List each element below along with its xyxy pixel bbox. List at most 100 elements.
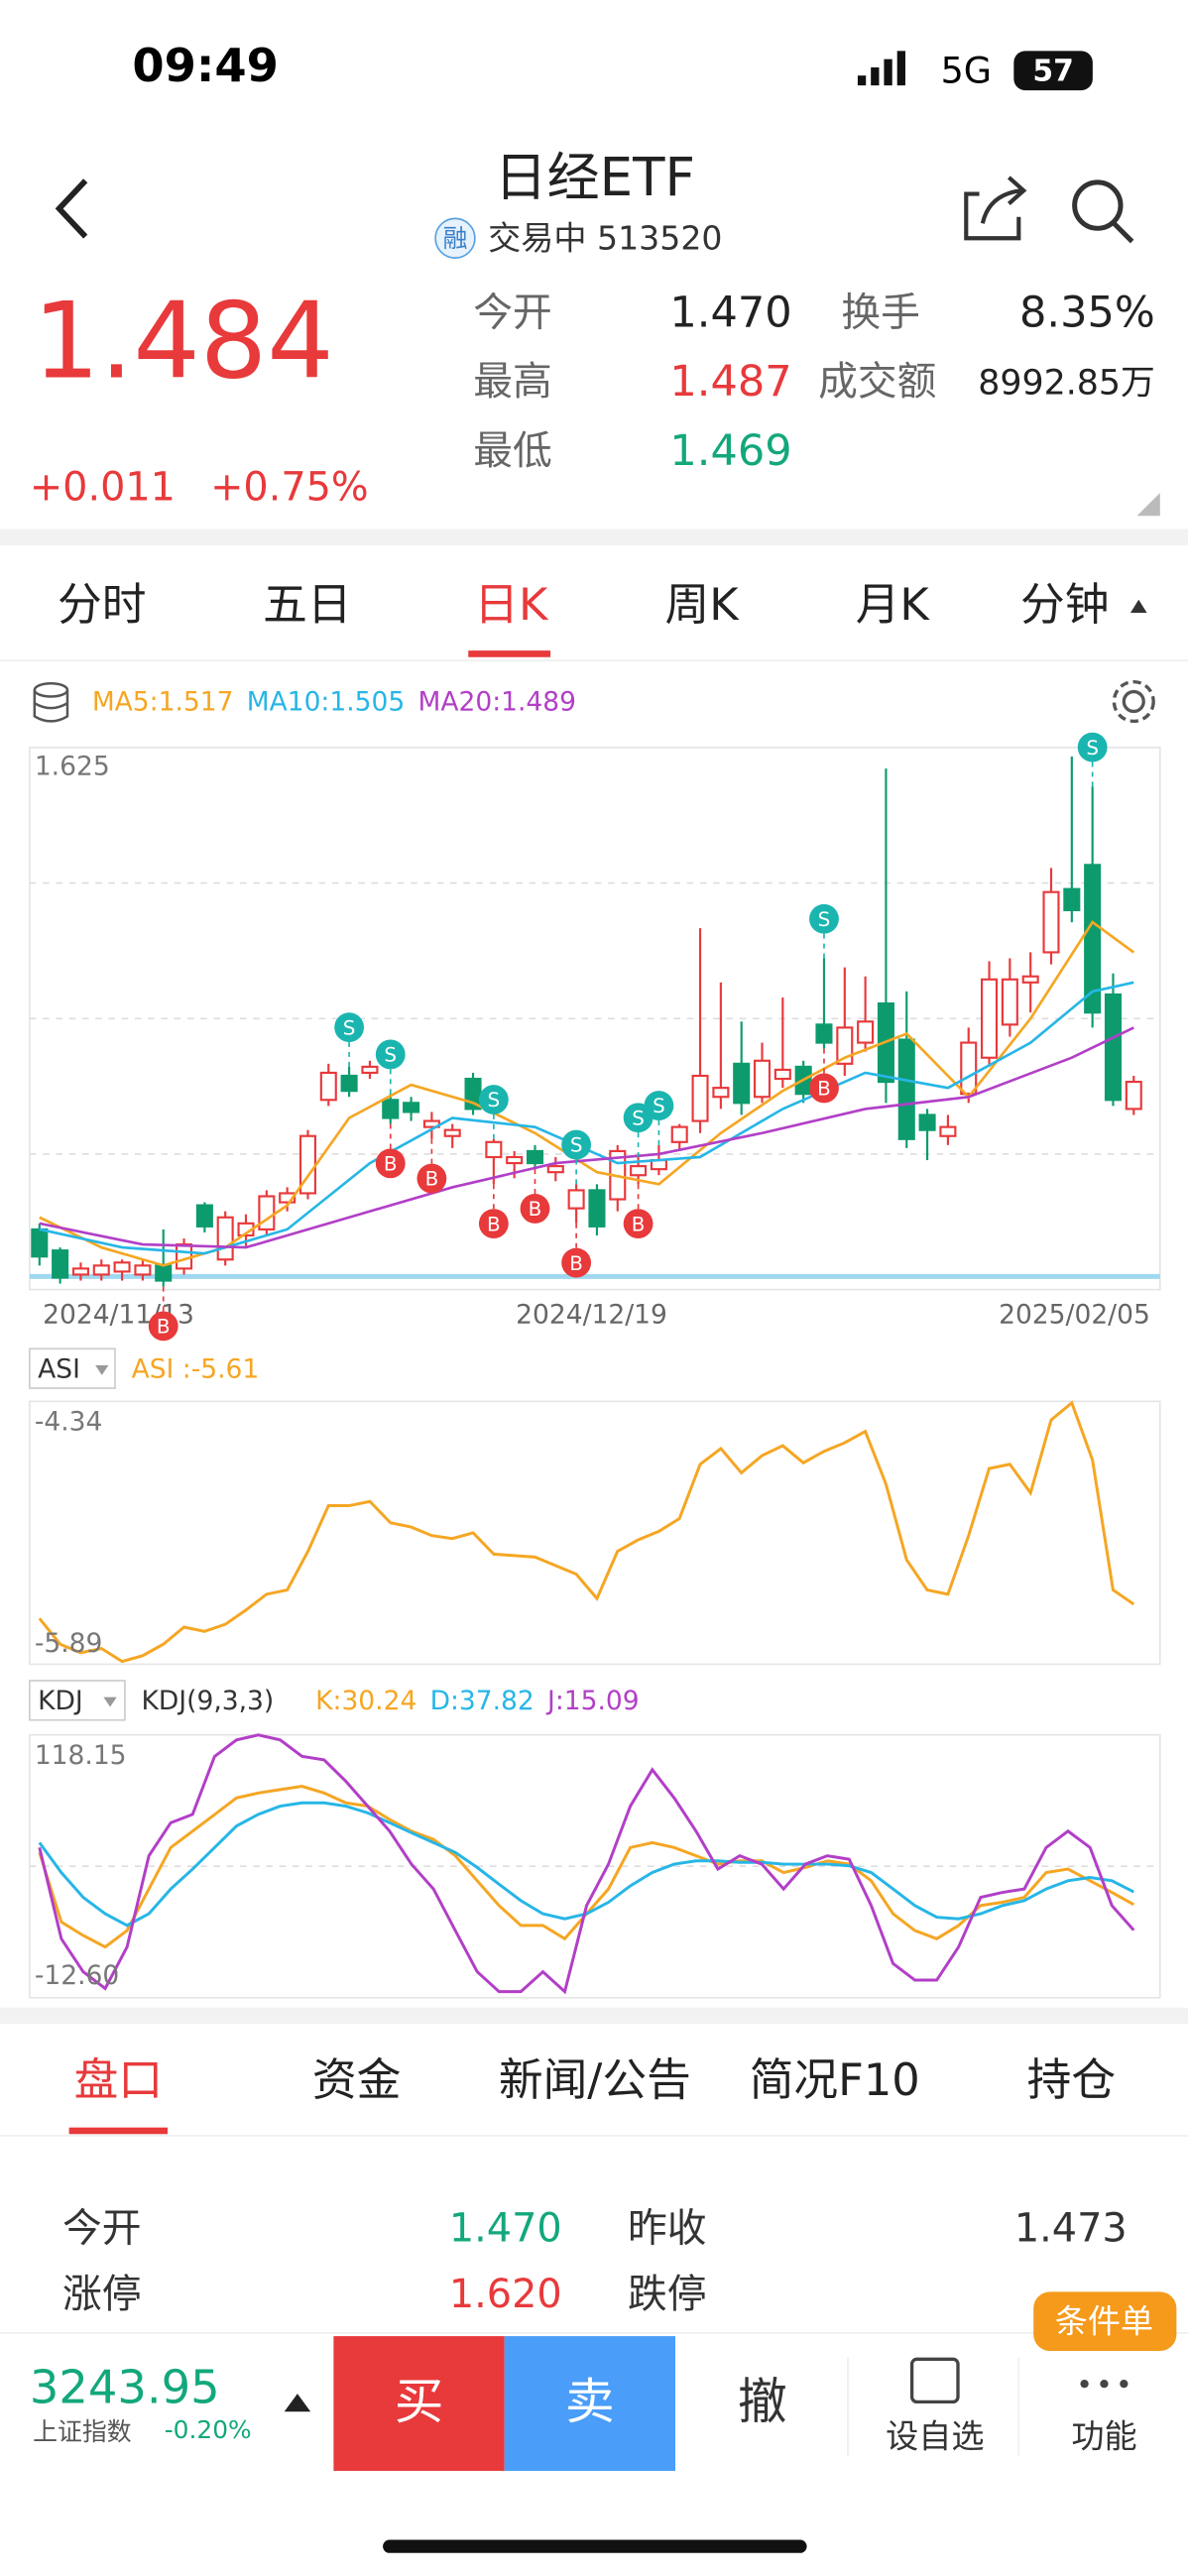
candle-body [773, 1068, 791, 1081]
signal-label: B [157, 1316, 171, 1339]
candle-body [279, 1192, 297, 1204]
asi-value: ASI :-5.61 [132, 1353, 260, 1384]
indicator-line [38, 1801, 1134, 1928]
signal-label: S [1086, 737, 1099, 760]
index-change: -0.20% [165, 2415, 252, 2444]
legend: MA5:1.517 MA10:1.505 MA20:1.489 K:30.24 D:37… [92, 687, 640, 1716]
indicator-line [38, 1733, 1135, 1995]
row-label: 今开 [62, 2206, 142, 2252]
search-button[interactable] [1072, 179, 1134, 244]
candle-body [506, 1155, 524, 1165]
detail-tab[interactable]: 新闻/公告 [499, 2053, 691, 2106]
signal-label: S [653, 1095, 665, 1117]
candle-body [443, 1128, 461, 1137]
stat-label: 今开 [473, 291, 552, 336]
tab[interactable]: 周K [665, 578, 741, 631]
time: 09:49 [132, 39, 279, 92]
candle-body [71, 1267, 89, 1276]
signal-label: S [632, 1107, 645, 1129]
stat-label: 最低 [473, 428, 552, 474]
signal-marker [520, 1194, 550, 1224]
candle-body [31, 1228, 49, 1258]
signal-label: B [632, 1213, 646, 1235]
candle-body [939, 1125, 957, 1137]
tab-bar: 分时 五日 日K 周K 月K 分钟 [58, 578, 1109, 631]
signal-marker [478, 1085, 509, 1114]
change: +0.011 [30, 464, 176, 510]
detail-tab[interactable]: 资金 [312, 2053, 401, 2106]
battery [1013, 51, 1093, 91]
tab[interactable]: 日K [474, 578, 549, 631]
legend-entry: K:30.24 [315, 1686, 416, 1716]
back-button[interactable] [55, 178, 88, 239]
more-icon [1080, 2380, 1129, 2389]
sell-button[interactable] [504, 2336, 676, 2471]
network: 5G [941, 49, 992, 91]
detail-tabs: 盘口 资金 新闻/公告 简况F10 持仓 [74, 2053, 1116, 2106]
tab[interactable]: 月K [856, 578, 931, 631]
candle-body [1125, 1080, 1142, 1111]
tab[interactable]: 分时 [58, 578, 146, 631]
candle-body [485, 1140, 503, 1159]
candle-body [155, 1264, 173, 1282]
badge-bg[interactable] [1033, 2291, 1177, 2352]
dropdown-icon [103, 1697, 117, 1707]
candle-body [733, 1062, 751, 1105]
stat-value: 1.470 [669, 289, 791, 338]
candle-body [1001, 978, 1018, 1026]
separator [0, 2007, 1188, 2025]
row-label: 跌停 [628, 2272, 707, 2317]
legend-entry: J:15.09 [545, 1686, 640, 1716]
candle-body [195, 1204, 213, 1228]
signal-label: B [569, 1252, 583, 1275]
candle-body [712, 1087, 730, 1099]
tab[interactable]: 分钟 [1020, 578, 1109, 631]
signal-label: B [487, 1213, 501, 1235]
share-button[interactable] [964, 176, 1027, 241]
candle-body [382, 1099, 400, 1119]
signal-marker [809, 1073, 839, 1104]
settings-button[interactable] [1112, 679, 1155, 724]
row-value: 1.470 [449, 2206, 562, 2252]
more-button[interactable]: 功能 [1071, 2416, 1136, 2455]
candle-body [1063, 887, 1081, 911]
buy-button[interactable] [333, 2336, 505, 2471]
row-label: 涨停 [62, 2272, 142, 2317]
subtitle: 交易中 513520 [488, 218, 722, 257]
stat-value: 1.487 [669, 357, 791, 407]
cancel-button[interactable]: 撤 [738, 2373, 787, 2430]
expand-icon[interactable] [284, 2394, 311, 2412]
title: 日经ETF [495, 147, 695, 208]
signal-icon [857, 51, 905, 86]
stat-label: 最高 [473, 359, 552, 405]
signal-label: B [425, 1168, 439, 1191]
candle-body [1104, 993, 1123, 1102]
asi-selector-label: ASI [38, 1353, 80, 1384]
candle-body [340, 1074, 358, 1093]
signal-marker [809, 903, 839, 934]
kdj-selector-label: KDJ [38, 1686, 83, 1716]
candle-body [52, 1249, 69, 1279]
detail-tab[interactable]: 盘口 [74, 2053, 163, 2106]
detail-tab[interactable]: 持仓 [1027, 2053, 1116, 2106]
candle-body [526, 1149, 544, 1165]
candle-body [134, 1264, 152, 1276]
expand-icon[interactable] [1136, 493, 1160, 517]
detail-tab[interactable]: 简况F10 [750, 2053, 920, 2106]
indicator-line [38, 1400, 1135, 1664]
stat-value: 8992.85万 [978, 364, 1155, 404]
watch-button[interactable]: 设自选 [886, 2416, 984, 2455]
battery-level: 57 [1032, 54, 1074, 88]
candle-body [176, 1243, 193, 1270]
signal-label: B [529, 1198, 542, 1221]
candle-body [1021, 975, 1039, 984]
tab[interactable]: 五日 [263, 578, 351, 631]
badge: 融 [443, 224, 468, 253]
candle-body [857, 1020, 875, 1044]
kdj-label: KDJ(9,3,3) [142, 1686, 275, 1716]
candle-body [113, 1261, 131, 1273]
candle-body [815, 1023, 833, 1044]
signal-marker [561, 1247, 592, 1278]
